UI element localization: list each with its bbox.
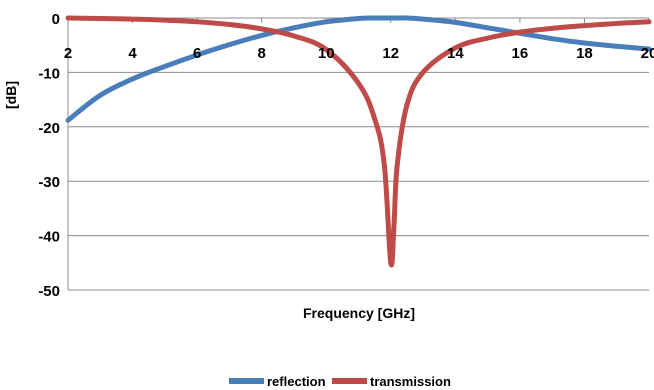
legend: reflection transmission xyxy=(229,374,451,389)
y-tick-label: -30 xyxy=(38,174,60,191)
grid xyxy=(68,17,649,291)
x-tick-label: 2 xyxy=(64,45,72,62)
legend-label-reflection: reflection xyxy=(267,374,326,389)
x-axis-title: Frequency [GHz] xyxy=(303,305,415,321)
y-tick-label: -40 xyxy=(38,229,60,246)
y-tick-label: -20 xyxy=(38,120,60,137)
x-tick-label: 20 xyxy=(641,45,654,62)
x-tick-label: 6 xyxy=(193,45,201,62)
y-tick-label: -50 xyxy=(38,283,60,300)
plot-area xyxy=(65,15,652,268)
y-axis-title: [dB] xyxy=(3,81,19,109)
axes xyxy=(67,18,650,290)
x-tick-label: 10 xyxy=(318,45,335,62)
x-tick-label: 8 xyxy=(257,45,265,62)
x-tick-label: 16 xyxy=(512,45,529,62)
series-line-reflection xyxy=(65,15,652,123)
y-tick-label: 0 xyxy=(52,11,60,28)
tick-labels: 0 -10 -20 -30 -40 -50 2 4 6 8 10 12 14 16 18 20 xyxy=(38,11,654,300)
x-tick-label: 12 xyxy=(382,45,399,62)
y-tick-label: -10 xyxy=(38,65,60,82)
legend-label-transmission: transmission xyxy=(370,374,451,389)
series-line-transmission xyxy=(65,15,652,268)
x-tick-label: 14 xyxy=(447,45,464,62)
x-tick-label: 4 xyxy=(128,45,137,62)
x-tick-label: 18 xyxy=(576,45,593,62)
